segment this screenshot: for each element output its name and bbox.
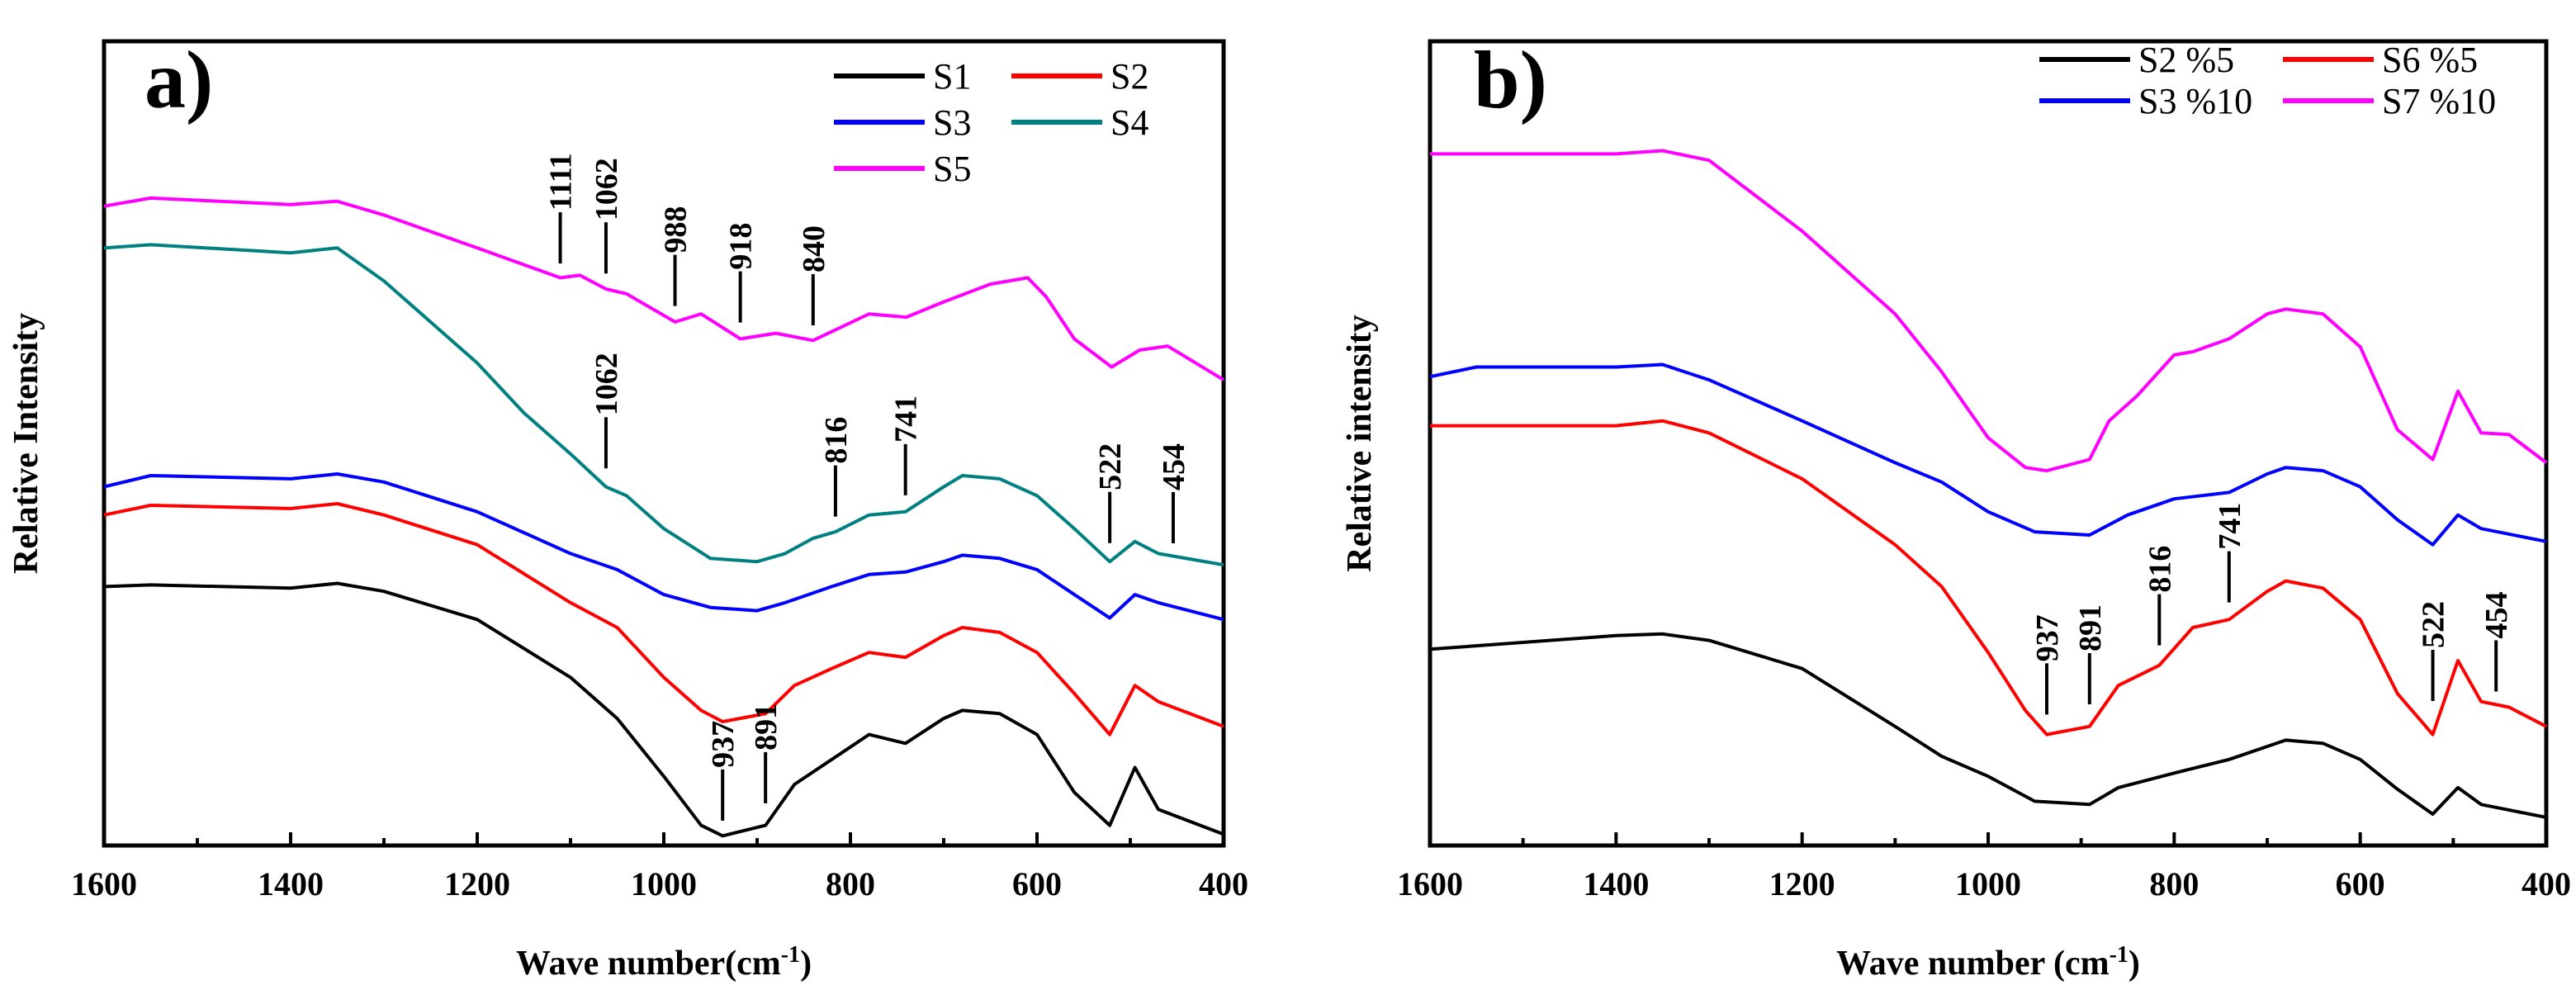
annotation-label: 741 — [2213, 503, 2247, 550]
series-line-s2 — [103, 502, 1224, 737]
annotation-label: 1062 — [590, 158, 624, 220]
legend-label: S6 %5 — [2382, 40, 2478, 80]
annotation-label: 741 — [889, 396, 924, 443]
annotation-label: 454 — [2479, 591, 2514, 638]
legend-label: S1 — [933, 56, 971, 97]
annotation-label: 816 — [819, 417, 854, 464]
annotation-label: 816 — [2143, 546, 2177, 593]
legend-label: S5 — [933, 149, 971, 189]
y-axis-label: Relative Intensity — [7, 313, 45, 574]
legend-label: S2 — [1110, 56, 1148, 97]
annotation-label: 891 — [749, 703, 784, 751]
annotation-label: 937 — [706, 721, 741, 768]
annotation-label: 454 — [1157, 443, 1191, 490]
annotation-label: 937 — [2030, 614, 2065, 661]
annotation-label: 522 — [1093, 443, 1128, 490]
legend-label: S3 — [933, 102, 971, 143]
x-tick-label: 1200 — [444, 865, 510, 902]
annotation-label: 988 — [659, 206, 694, 253]
x-tick-label: 1400 — [1583, 865, 1649, 902]
plot-frame — [1428, 39, 2549, 848]
x-axis-label: Wave number(cm-1) — [516, 942, 812, 983]
panel-b: b) 1600 1400 1200 1000 800 600 400 Wave number … — [1341, 34, 2571, 983]
plot-frame — [102, 39, 1226, 848]
x-axis-label-text: Wave number(cm — [516, 945, 781, 983]
legend-label: S3 %10 — [2138, 81, 2252, 121]
x-axis-label-text: Wave number (cm — [1836, 945, 2110, 983]
x-tick-label: 1000 — [631, 865, 697, 902]
y-axis-label: Relative intensity — [1341, 315, 1379, 571]
panel-a: a) 1600 1400 1200 1000 800 600 400 Wave number(… — [7, 34, 1248, 983]
annotation-label: 1111 — [544, 153, 579, 211]
series-line-s1 — [103, 581, 1224, 838]
x-tick-label: 1600 — [1397, 865, 1463, 902]
x-tick-label: 1600 — [71, 865, 137, 902]
x-tick-label: 1200 — [1769, 865, 1835, 902]
annotation-label: 918 — [724, 223, 759, 270]
x-axis-label-close: ) — [2129, 945, 2140, 983]
x-axis-label: Wave number (cm-1) — [1836, 942, 2140, 983]
panel-label-b: b) — [1474, 34, 1547, 126]
legend-label: S2 %5 — [2138, 40, 2234, 80]
x-tick-label: 600 — [1012, 865, 1062, 902]
series-line-s6-5 — [1430, 419, 2547, 737]
legend-label: S4 — [1110, 102, 1148, 143]
x-axis-label-sup: -1 — [2110, 942, 2129, 968]
series-line-s3-10 — [1429, 362, 2547, 547]
annotation-label: 840 — [797, 225, 831, 272]
x-tick-label: 600 — [2336, 865, 2385, 902]
x-axis-label-close: ) — [800, 945, 812, 983]
panel-label-a: a) — [144, 34, 213, 126]
x-tick-label: 1000 — [1955, 865, 2021, 902]
annotation-label: 1062 — [590, 353, 624, 415]
x-tick-label: 800 — [826, 865, 875, 902]
series-line-s2-5 — [1429, 632, 2547, 819]
annotation-label: 522 — [2417, 601, 2451, 648]
annotation-label: 891 — [2073, 604, 2108, 651]
x-axis-label-sup: -1 — [781, 942, 800, 968]
x-tick-label: 1400 — [258, 865, 324, 902]
x-tick-label: 400 — [1199, 865, 1248, 902]
legend-label: S7 %10 — [2382, 81, 2496, 121]
series-line-s5 — [103, 196, 1225, 381]
series-line-s7-10 — [1430, 149, 2548, 473]
series-line-s4 — [103, 243, 1224, 567]
x-tick-label: 400 — [2522, 865, 2571, 902]
series-line-s3 — [103, 472, 1224, 622]
x-tick-label: 800 — [2149, 865, 2199, 902]
